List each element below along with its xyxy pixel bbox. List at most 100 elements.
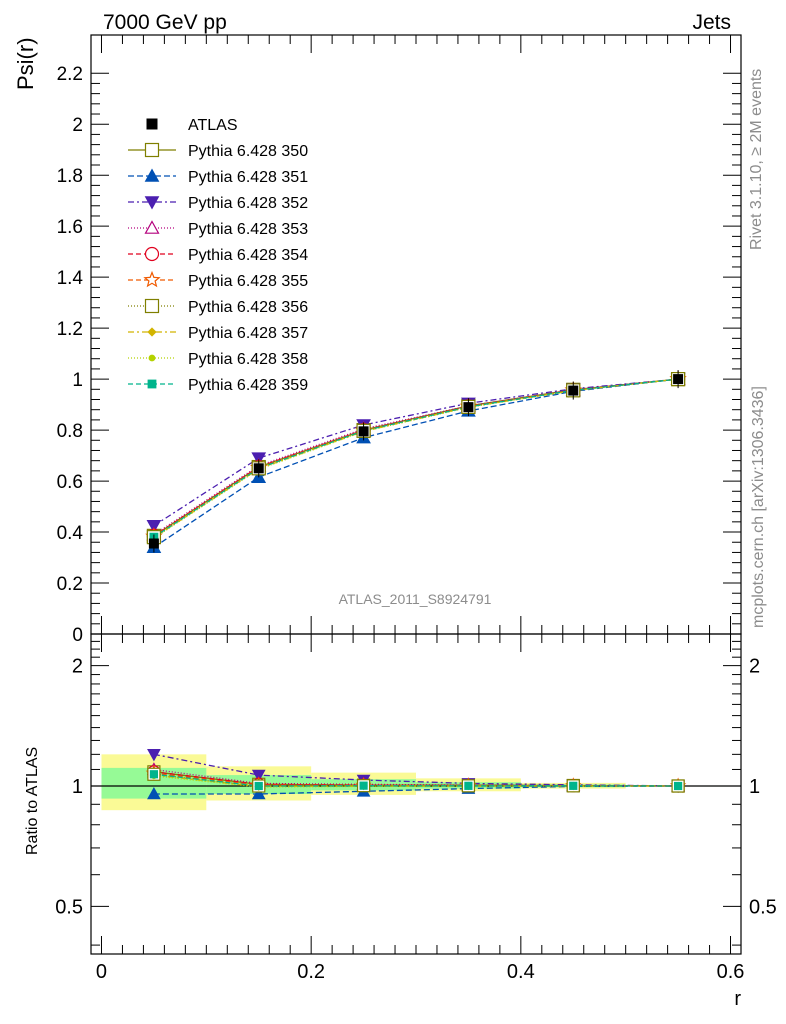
main-y-tick-label: 1.4 [57,268,84,289]
legend-label: Pythia 6.428 351 [188,169,308,186]
series-line-353 [153,378,679,536]
series-line-355 [153,378,679,538]
legend-label: Pythia 6.428 350 [188,143,308,160]
x-axis-label: r [734,988,741,1010]
legend: ATLAS Pythia 6.428 350 Pythia 6.428 351 Pyt… [128,117,308,394]
legend-entry: Pythia 6.428 356 [128,298,308,316]
legend-entry: Pythia 6.428 355 [128,270,308,290]
ratio-point-359 [569,781,578,790]
series-line-357 [153,378,679,539]
legend-marker [147,327,157,337]
main-y-tick-label: 0 [72,625,83,646]
series-line-359 [153,378,679,538]
ratio-ticks: 0.5 0.5 1 1 2 2 0 0.2 0.4 0.6 [55,634,777,983]
ratio-point-351 [251,786,266,800]
ratio-point-359 [359,781,368,790]
ratio-point-359 [149,770,159,779]
analysis-watermark: ATLAS_2011_S8924791 [339,591,492,607]
ratio-point-352 [147,749,161,762]
legend-marker-shape [144,168,160,182]
legend-marker [148,354,156,362]
main-series-lines [153,378,679,548]
main-y-tick-label: 2.2 [57,64,83,85]
ratio-point-359-shape [149,770,159,779]
legend-label: ATLAS [188,117,238,134]
header-left-label: 7000 GeV pp [103,11,227,34]
legend-marker [146,118,158,130]
ratio-point-359-shape [359,781,368,790]
legend-entry: Pythia 6.428 359 [128,377,308,394]
legend-marker [144,298,160,314]
ratio-series-markers [145,749,687,800]
main-y-tick-label: 1.8 [57,166,83,187]
main-y-tick-label: 2 [72,115,83,136]
series-point-352-shape [146,519,162,534]
main-y-axis-label: Psi(r) [13,37,38,90]
main-y-tick-label: 1 [72,370,83,391]
atlas-data-point [568,385,579,396]
atlas-data-point-shape [568,385,579,396]
legend-marker-shape [144,196,160,210]
ratio-point-352 [251,769,266,783]
legend-marker [147,379,157,389]
ratio-y-tick-label-right: 2 [749,656,760,678]
legend-entry: Pythia 6.428 357 [128,325,308,342]
legend-marker-shape [144,142,160,158]
ratio-y-tick-label-left: 0.5 [55,896,83,918]
ratio-point-359-shape [673,781,683,791]
ratio-line-352 [153,753,679,787]
ratio-point-359 [673,781,683,791]
legend-marker-shape [148,354,156,362]
atlas-data-point [148,538,159,549]
series-line-356 [153,378,679,538]
legend-entry: ATLAS [146,117,238,134]
legend-entry: Pythia 6.428 350 [128,142,308,160]
legend-marker-shape [143,270,161,288]
legend-marker [143,270,161,288]
series-line-354 [153,378,679,537]
legend-entry: Pythia 6.428 353 [128,220,308,238]
main-panel: 0 0.2 0.4 0.6 0.8 1 1.2 1.4 1.6 1.8 2 2.2 Psi(r) AT… [13,34,742,646]
rivet-version-label: Rivet 3.1.10, ≥ 2M events [748,69,765,250]
series-line-350 [153,378,679,537]
series-point-352 [146,519,162,534]
ratio-point-359-shape [569,781,578,790]
mcplots-label: mcplots.cern.ch [arXiv:1306.3436] [750,386,767,628]
main-y-tick-label: 1.6 [57,217,83,238]
main-y-tick-label: 0.6 [57,472,83,493]
ratio-point-351-shape [251,786,266,800]
ratio-y-tick-label-right: 0.5 [749,896,777,918]
ratio-point-351 [147,786,161,800]
legend-marker-shape [144,298,160,314]
ratio-panel: 0.5 0.5 1 1 2 2 0 0.2 0.4 0.6 Ratio to ATLAS r [24,633,777,1010]
ratio-series-lines [153,753,679,795]
legend-label: Pythia 6.428 359 [188,377,308,394]
ratio-line-358 [153,775,679,788]
ratio-y-tick-label-right: 1 [749,776,760,798]
ratio-point-352-shape [251,769,266,783]
ratio-point-359-shape [464,781,473,790]
legend-marker [144,220,160,234]
legend-marker [144,246,160,262]
series-line-358 [153,378,679,539]
legend-label: Pythia 6.428 353 [188,221,308,238]
legend-marker-shape [144,220,160,234]
legend-marker-shape [146,118,158,130]
ratio-point-351-shape [147,786,161,800]
atlas-data-point-shape [253,463,264,474]
main-y-tick-label: 0.2 [57,574,83,595]
legend-marker [144,142,160,158]
ratio-point-359-shape [254,781,263,791]
ratio-point-359 [254,781,263,791]
atlas-data-point-shape [673,374,684,385]
header-right-label: Jets [692,11,731,34]
legend-marker-shape [147,327,157,337]
atlas-data-point [673,374,684,385]
x-tick-label: 0.4 [507,961,535,983]
legend-entry: Pythia 6.428 354 [128,246,308,264]
legend-marker [144,168,160,182]
atlas-data-point-shape [463,402,474,413]
legend-label: Pythia 6.428 358 [188,351,308,368]
main-y-tick-label: 0.4 [57,523,84,544]
atlas-data-point-shape [358,426,369,437]
